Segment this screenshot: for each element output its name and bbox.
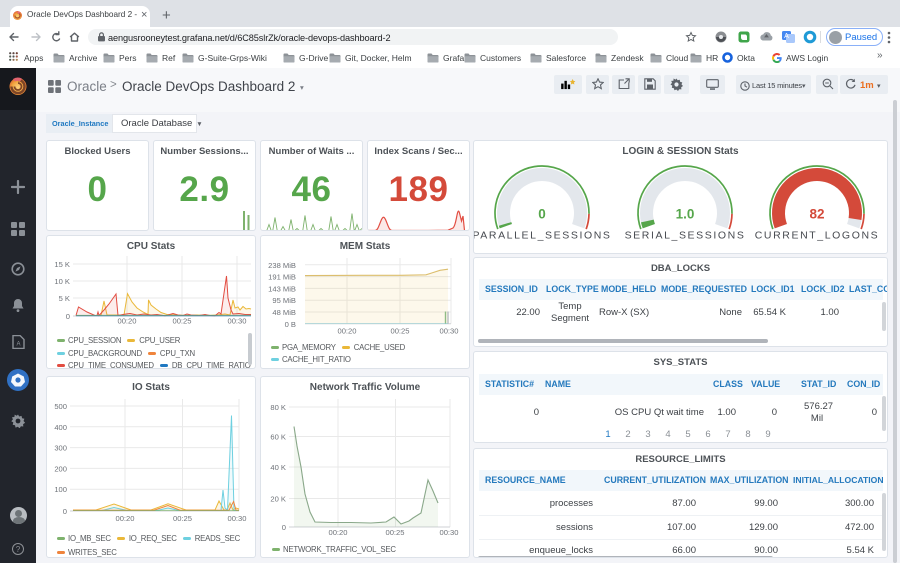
svg-text:1.0: 1.0 bbox=[676, 207, 695, 222]
svg-text:00:25: 00:25 bbox=[385, 528, 404, 537]
svg-text:0 B: 0 B bbox=[285, 320, 296, 329]
svg-text:SERIAL_SESSIONS: SERIAL_SESSIONS bbox=[625, 230, 746, 242]
svg-text:238 MiB: 238 MiB bbox=[268, 261, 296, 270]
svg-text:00:20: 00:20 bbox=[328, 528, 347, 537]
svg-text:0: 0 bbox=[63, 507, 67, 516]
svg-text:191 MiB: 191 MiB bbox=[268, 273, 296, 282]
svg-text:PARALLEL_SESSIONS: PARALLEL_SESSIONS bbox=[474, 230, 612, 242]
svg-text:82: 82 bbox=[809, 207, 824, 222]
svg-text:00:30: 00:30 bbox=[439, 327, 458, 336]
svg-text:00:20: 00:20 bbox=[117, 317, 136, 326]
svg-text:20 K: 20 K bbox=[270, 495, 286, 504]
svg-text:00:25: 00:25 bbox=[173, 514, 192, 523]
svg-text:00:30: 00:30 bbox=[227, 514, 246, 523]
svg-text:0: 0 bbox=[538, 207, 546, 222]
svg-text:40 K: 40 K bbox=[270, 463, 286, 472]
svg-text:60 K: 60 K bbox=[270, 433, 286, 442]
svg-text:5 K: 5 K bbox=[59, 294, 70, 303]
svg-text:95 MiB: 95 MiB bbox=[272, 296, 296, 305]
svg-text:10 K: 10 K bbox=[54, 277, 70, 286]
svg-text:48 MiB: 48 MiB bbox=[272, 308, 296, 317]
svg-text:00:20: 00:20 bbox=[337, 327, 356, 336]
svg-text:15 K: 15 K bbox=[54, 260, 70, 269]
svg-text:A: A bbox=[16, 342, 20, 348]
svg-text:00:30: 00:30 bbox=[439, 528, 458, 537]
svg-text:CURRENT_LOGONS: CURRENT_LOGONS bbox=[755, 230, 880, 242]
svg-text:0: 0 bbox=[66, 312, 70, 321]
svg-text:00:30: 00:30 bbox=[227, 317, 246, 326]
svg-text:400: 400 bbox=[54, 423, 67, 432]
svg-text:200: 200 bbox=[54, 464, 67, 473]
svg-text:80 K: 80 K bbox=[270, 403, 286, 412]
svg-text:0: 0 bbox=[282, 523, 286, 532]
svg-text:00:20: 00:20 bbox=[115, 514, 134, 523]
svg-text:500: 500 bbox=[54, 402, 67, 411]
svg-text:A: A bbox=[784, 33, 789, 40]
svg-text:100: 100 bbox=[54, 485, 67, 494]
svg-text:143 MiB: 143 MiB bbox=[268, 284, 296, 293]
svg-text:300: 300 bbox=[54, 444, 67, 453]
svg-text:00:25: 00:25 bbox=[172, 317, 191, 326]
svg-text:00:25: 00:25 bbox=[390, 327, 409, 336]
